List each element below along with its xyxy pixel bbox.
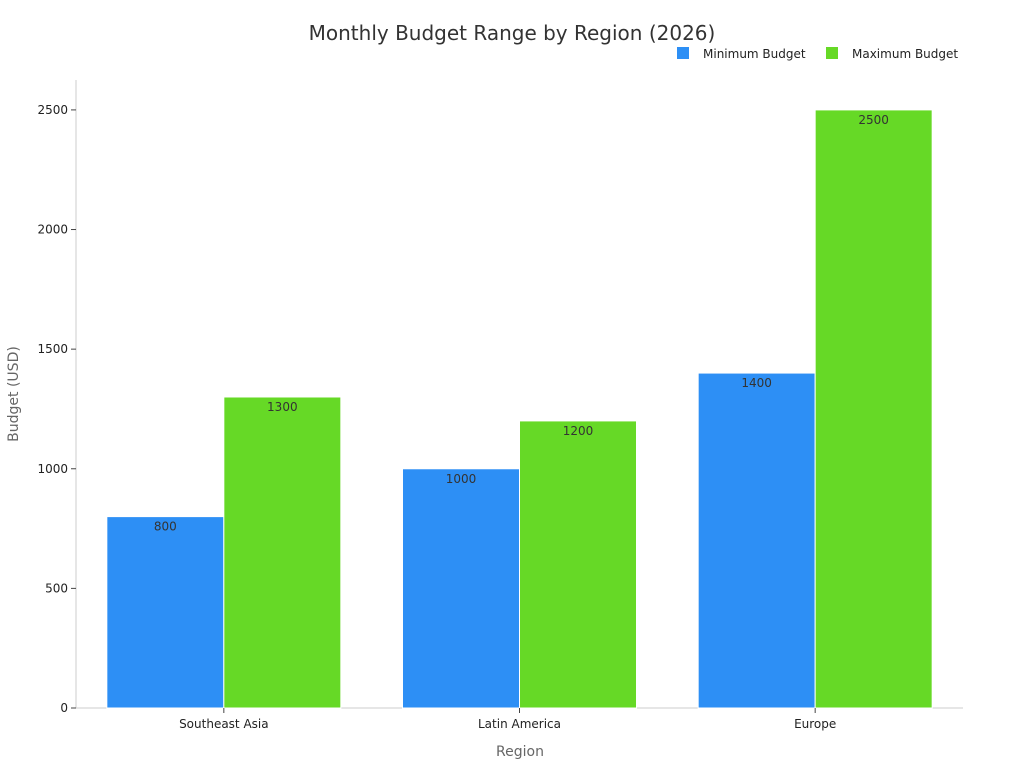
bar-maximum-budget-southeast-asia [223, 396, 342, 709]
y-tick-label-2500: 2500 [37, 103, 68, 117]
y-axis-ticks: 0 500 1000 1500 2000 2500 [37, 103, 76, 715]
legend-swatch-maximum-budget [826, 47, 838, 59]
bar-label-maximum-budget-latin-america: 1200 [563, 424, 594, 438]
y-tick-label-1000: 1000 [37, 462, 68, 476]
bar-value-labels: 800 1300 1000 1200 1400 2500 [154, 113, 889, 534]
x-tick-label-latin-america: Latin America [478, 717, 561, 731]
legend-swatch-minimum-budget [677, 47, 689, 59]
bar-label-minimum-budget-latin-america: 1000 [446, 472, 477, 486]
bars [106, 109, 933, 709]
y-tick-label-0: 0 [60, 701, 68, 715]
bar-label-minimum-budget-southeast-asia: 800 [154, 520, 177, 534]
bar-label-minimum-budget-europe: 1400 [741, 376, 772, 390]
bar-label-maximum-budget-europe: 2500 [858, 113, 889, 127]
x-tick-label-europe: Europe [794, 717, 836, 731]
bar-minimum-budget-southeast-asia [106, 516, 225, 709]
y-tick-label-1500: 1500 [37, 342, 68, 356]
x-axis-title: Region [496, 744, 544, 760]
y-axis-title: Budget (USD) [6, 346, 22, 442]
y-tick-label-500: 500 [45, 581, 68, 595]
bar-maximum-budget-europe [814, 109, 933, 709]
bar-maximum-budget-latin-america [519, 420, 637, 709]
bar-label-maximum-budget-southeast-asia: 1300 [267, 400, 298, 414]
chart-title: Monthly Budget Range by Region (2026) [309, 21, 716, 45]
bar-minimum-budget-europe [697, 372, 816, 709]
legend-label-maximum-budget: Maximum Budget [852, 47, 958, 61]
legend: Minimum Budget Maximum Budget [677, 47, 958, 61]
legend-label-minimum-budget: Minimum Budget [703, 47, 806, 61]
x-tick-label-southeast-asia: Southeast Asia [179, 717, 269, 731]
y-tick-label-2000: 2000 [37, 223, 68, 237]
bar-minimum-budget-latin-america [402, 468, 520, 709]
x-axis-ticks: Southeast Asia Latin America Europe [179, 708, 836, 731]
